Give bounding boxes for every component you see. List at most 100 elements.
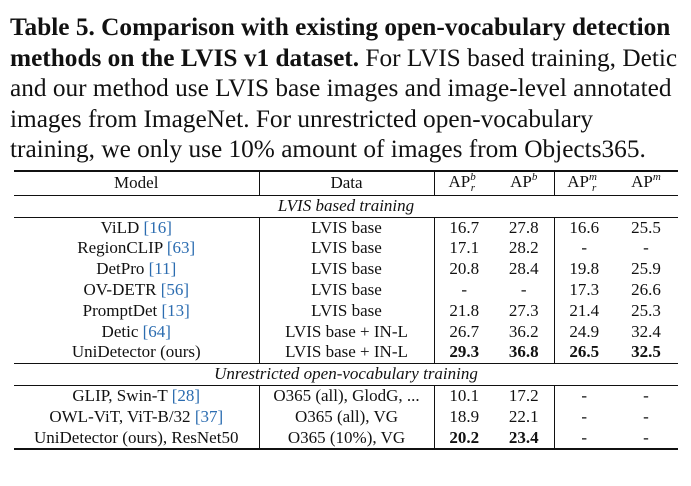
- results-table: Model Data APbr APb APmr APm LVIS based …: [14, 169, 678, 451]
- cell-value: 26.6: [631, 279, 661, 299]
- cell-value: 25.3: [631, 300, 661, 320]
- citation-link[interactable]: [13]: [161, 300, 190, 320]
- header-ap-r-m: APmr: [554, 169, 614, 196]
- cell-value: 22.1: [494, 406, 555, 428]
- citation-link[interactable]: [11]: [148, 259, 177, 279]
- caption-text: For LVIS based training, Detic and our m…: [10, 43, 678, 164]
- header-data: Data: [259, 169, 435, 196]
- cell-value: 17.1: [449, 238, 480, 258]
- cell-model: PromptDet [13]: [14, 300, 260, 322]
- section-header-row: Unrestricted open-vocabulary training: [14, 363, 678, 386]
- cell-data: LVIS base: [259, 238, 435, 260]
- cell-value: 28.2: [494, 238, 555, 260]
- model-name: ViLD: [100, 217, 140, 237]
- cell-value: -: [461, 279, 468, 299]
- header-model: Model: [14, 169, 260, 196]
- cell-value: 28.4: [494, 259, 555, 280]
- cell-model: UniDetector (ours), ResNet50: [14, 427, 260, 451]
- cell-value: 16.7: [449, 217, 480, 237]
- cell-value: 36.8: [494, 342, 555, 365]
- cell-model: GLIP, Swin-T [28]: [14, 385, 260, 407]
- cell-value: 20.2: [434, 427, 494, 451]
- caption-bold-title: Comparison with existing open-vocabulary…: [10, 13, 671, 72]
- cell-model: RegionCLIP [63]: [14, 238, 260, 260]
- citation-link[interactable]: [56]: [160, 279, 190, 299]
- cell-data: LVIS base: [259, 259, 435, 280]
- citation-link[interactable]: [16]: [143, 217, 172, 237]
- cell-value: 25.5: [631, 217, 661, 237]
- cell-data: O365 (10%), VG: [259, 427, 435, 451]
- cell-model: OWL-ViT, ViT-B/32 [37]: [14, 406, 260, 428]
- model-name: RegionCLIP: [77, 238, 163, 258]
- cell-model: OV-DETR [56]: [14, 279, 260, 301]
- model-name: UniDetector (ours), ResNet50: [34, 427, 239, 447]
- cell-value: 23.4: [494, 427, 555, 451]
- table-row: UniDetector (ours), ResNet50 O365 (10%), …: [14, 427, 678, 451]
- cell-value: 27.3: [494, 300, 555, 322]
- cell-value: 29.3: [434, 342, 494, 365]
- cell-value: 32.5: [614, 342, 678, 365]
- table-caption: Table 5. Comparison with existing open-v…: [10, 12, 682, 165]
- citation-link[interactable]: [37]: [194, 406, 224, 426]
- cell-value: 36.2: [494, 321, 555, 343]
- table-row: GLIP, Swin-T [28] O365 (all), GlodG, ... 1…: [14, 385, 678, 407]
- cell-model: UniDetector (ours): [14, 342, 260, 365]
- cell-data: LVIS base + IN-L: [259, 321, 435, 343]
- cell-value: -: [554, 427, 614, 451]
- cell-value: -: [643, 238, 649, 258]
- cell-data: LVIS base: [259, 279, 435, 301]
- cell-data: O365 (all), GlodG, ...: [259, 385, 435, 407]
- cell-value: -: [494, 279, 555, 301]
- table-body: LVIS based training ViLD [16] LVIS base 16.…: [14, 194, 678, 451]
- model-name: GLIP, Swin-T: [72, 385, 168, 405]
- section-header-row: LVIS based training: [14, 194, 678, 218]
- cell-value: 21.4: [569, 300, 600, 320]
- model-name: Detic: [101, 321, 139, 341]
- header-ap-r-b: APbr: [434, 169, 494, 196]
- cell-value: 27.8: [494, 217, 555, 239]
- cell-value: -: [614, 427, 678, 451]
- cell-data: LVIS base: [259, 217, 435, 239]
- caption-label: Table 5.: [10, 13, 95, 41]
- cell-value: 26.5: [554, 342, 614, 365]
- citation-link[interactable]: [63]: [166, 238, 196, 258]
- cell-value: 18.9: [449, 406, 480, 426]
- table-row: OWL-ViT, ViT-B/32 [37] O365 (all), VG 18.9…: [14, 406, 678, 428]
- table-row: UniDetector (ours) LVIS base + IN-L 29.3 36…: [14, 342, 678, 365]
- table-row: RegionCLIP [63] LVIS base 17.1 28.2- -: [14, 238, 678, 260]
- header-row: Model Data APbr APb APmr APm: [14, 169, 678, 196]
- header-ap-m: APm: [614, 169, 678, 196]
- citation-link[interactable]: [28]: [171, 385, 201, 405]
- cell-model: DetPro [11]: [14, 259, 260, 280]
- cell-data: O365 (all), VG: [259, 406, 435, 428]
- cell-value: 16.6: [569, 217, 600, 237]
- header-ap-b: APb: [494, 169, 555, 196]
- cell-value: -: [643, 406, 649, 426]
- table-row: PromptDet [13] LVIS base 21.8 27.3 21.4 25.3: [14, 300, 678, 322]
- cell-value: 17.2: [494, 385, 555, 407]
- cell-model: Detic [64]: [14, 321, 260, 343]
- cell-value: 25.9: [631, 259, 661, 279]
- table-row: ViLD [16] LVIS base 16.7 27.8 16.6 25.5: [14, 217, 678, 239]
- citation-link[interactable]: [64]: [142, 321, 171, 341]
- model-name: DetPro: [96, 259, 145, 279]
- cell-value: 19.8: [569, 259, 600, 279]
- cell-data: LVIS base + IN-L: [259, 342, 435, 365]
- table-row: DetPro [11] LVIS base 20.8 28.4 19.8 25.9: [14, 259, 678, 280]
- table-row: Detic [64] LVIS base + IN-L 26.7 36.2 24.9 32…: [14, 321, 678, 343]
- section-title: Unrestricted open-vocabulary training: [14, 363, 678, 386]
- cell-value: -: [581, 238, 588, 258]
- cell-value: -: [643, 385, 649, 405]
- cell-value: 32.4: [631, 321, 661, 341]
- cell-data: LVIS base: [259, 300, 435, 322]
- model-name: UniDetector (ours): [71, 342, 201, 362]
- model-name: OWL-ViT, ViT-B/32: [49, 406, 191, 426]
- section-title: LVIS based training: [14, 194, 678, 218]
- cell-value: 10.1: [449, 385, 480, 405]
- cell-value: 20.8: [449, 259, 480, 279]
- cell-value: -: [581, 385, 588, 405]
- model-name: OV-DETR: [83, 279, 157, 299]
- cell-value: -: [581, 406, 588, 426]
- cell-value: 17.3: [569, 279, 600, 299]
- cell-model: ViLD [16]: [14, 217, 260, 239]
